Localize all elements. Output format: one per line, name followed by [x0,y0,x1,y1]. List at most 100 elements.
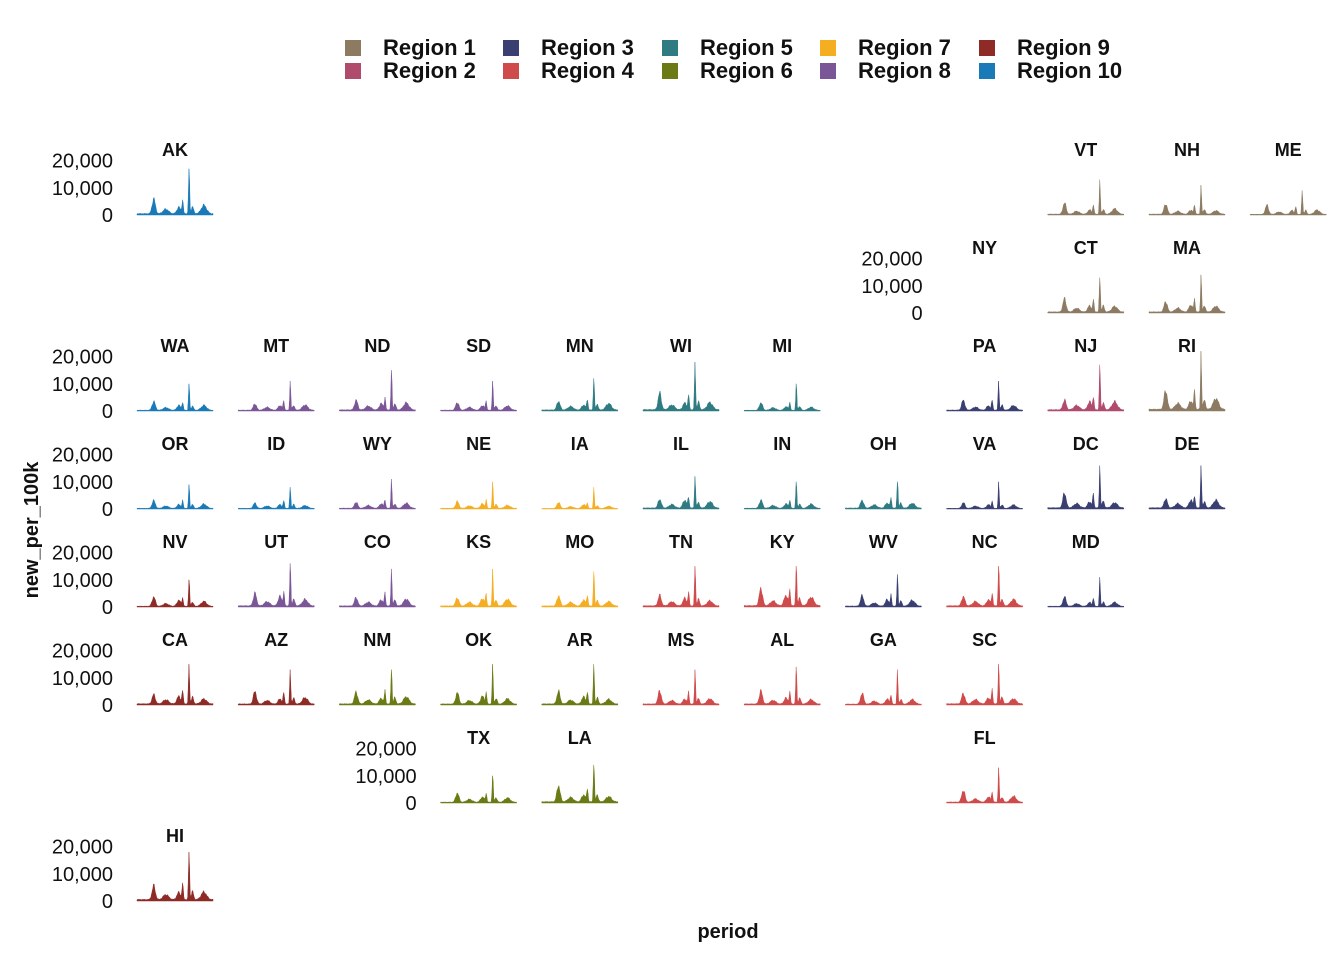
facet-label: SD [466,336,491,356]
series-area [743,383,821,412]
legend-label: Region 1 [383,35,476,60]
facet-label: TN [669,532,693,552]
facet-panel: MA [1148,238,1226,314]
facet-panel: WA [136,336,214,412]
legend-entry: Region 8 [820,58,951,83]
facet-panel: IN [743,434,821,510]
facet-panel: DE [1148,434,1226,510]
facet-panel: FL [946,728,1023,804]
facet-panel: TX [440,728,517,804]
facet-panel: CA [136,630,214,706]
facet-label: OK [465,630,492,650]
legend-label: Region 6 [700,58,793,83]
legend-swatch [820,63,836,79]
facet-panel: MD [1047,532,1125,608]
series-area [642,669,720,706]
facet-panel: PA [946,336,1023,412]
facet-label: CT [1074,238,1098,258]
series-area [339,370,416,412]
facet-label: WY [363,434,392,454]
series-area [1047,577,1125,608]
legend-swatch [979,40,995,56]
series-area [946,767,1023,804]
y-axis-labels: 0 10,000 20,000 0 10,000 20,000 0 10,000 20,000 0… [52,151,923,913]
facet-label: MI [772,336,792,356]
y-tick-label: 20,000 [52,151,113,173]
series-area [136,168,214,216]
series-area [1047,179,1125,216]
facet-panel: ID [237,434,315,510]
series-area [1148,465,1226,510]
series-area [1047,277,1125,314]
series-area [1047,465,1125,510]
y-tick-label: 0 [911,303,922,325]
facet-panel: MT [237,336,315,412]
facet-panel: NH [1148,140,1226,216]
facet-panel: NV [136,532,214,608]
facet-label: VA [973,434,997,454]
y-tick-label: 0 [102,205,113,227]
legend-label: Region 7 [858,35,951,60]
facet-label: SC [972,630,997,650]
series-area [440,381,517,412]
series-area [237,669,315,706]
series-area [1047,364,1125,412]
y-tick-label: 10,000 [52,864,113,886]
series-area [541,571,619,608]
facet-label: CA [162,630,188,650]
facet-label: WV [869,532,898,552]
legend-label: Region 8 [858,58,951,83]
facet-label: IA [571,434,589,454]
facet-label: FL [974,728,996,748]
series-area [440,775,517,804]
facet-panel: CO [339,532,416,608]
legend-swatch [820,40,836,56]
facet-label: OH [870,434,897,454]
y-tick-label: 10,000 [52,374,113,396]
legend-swatch [503,40,519,56]
y-tick-label: 10,000 [52,668,113,690]
facet-label: CO [364,532,391,552]
series-area [237,563,315,608]
facet-panel: IA [541,434,619,510]
y-tick-label: 20,000 [52,347,113,369]
facet-label: NH [1174,140,1200,160]
facet-label: WA [161,336,190,356]
series-area [743,481,821,510]
y-tick-label: 20,000 [52,445,113,467]
series-area [237,487,315,510]
facet-label: MN [566,336,594,356]
series-area [845,574,922,608]
series-area [946,481,1023,510]
facet-panel: ME [1249,140,1327,216]
facet-label: ME [1275,140,1302,160]
series-area [946,566,1023,608]
facet-panel: NJ [1047,336,1125,412]
facet-panel: CT [1047,238,1125,314]
facet-label: IN [773,434,791,454]
series-area [440,664,517,706]
legend-entry: Region 3 [503,35,634,60]
facet-label: NE [466,434,491,454]
series-area [440,481,517,510]
facet-label: AZ [264,630,288,650]
facet-panel: VA [946,434,1023,510]
x-axis-title: period [697,921,758,943]
facet-panel: IL [642,434,720,510]
series-area [136,579,214,608]
facet-label: DC [1073,434,1099,454]
facet-label: ID [267,434,285,454]
facet-panel: VT [1047,140,1125,216]
facet-label: DE [1174,434,1199,454]
y-tick-label: 20,000 [52,837,113,859]
facet-label: MT [263,336,289,356]
facet-label: RI [1178,336,1196,356]
y-tick-label: 0 [405,793,416,815]
legend-swatch [662,63,678,79]
y-tick-label: 20,000 [52,641,113,663]
series-area [743,566,821,608]
facet-panel: WI [642,336,720,412]
series-area [541,664,619,706]
facet-panel: TN [642,532,720,608]
